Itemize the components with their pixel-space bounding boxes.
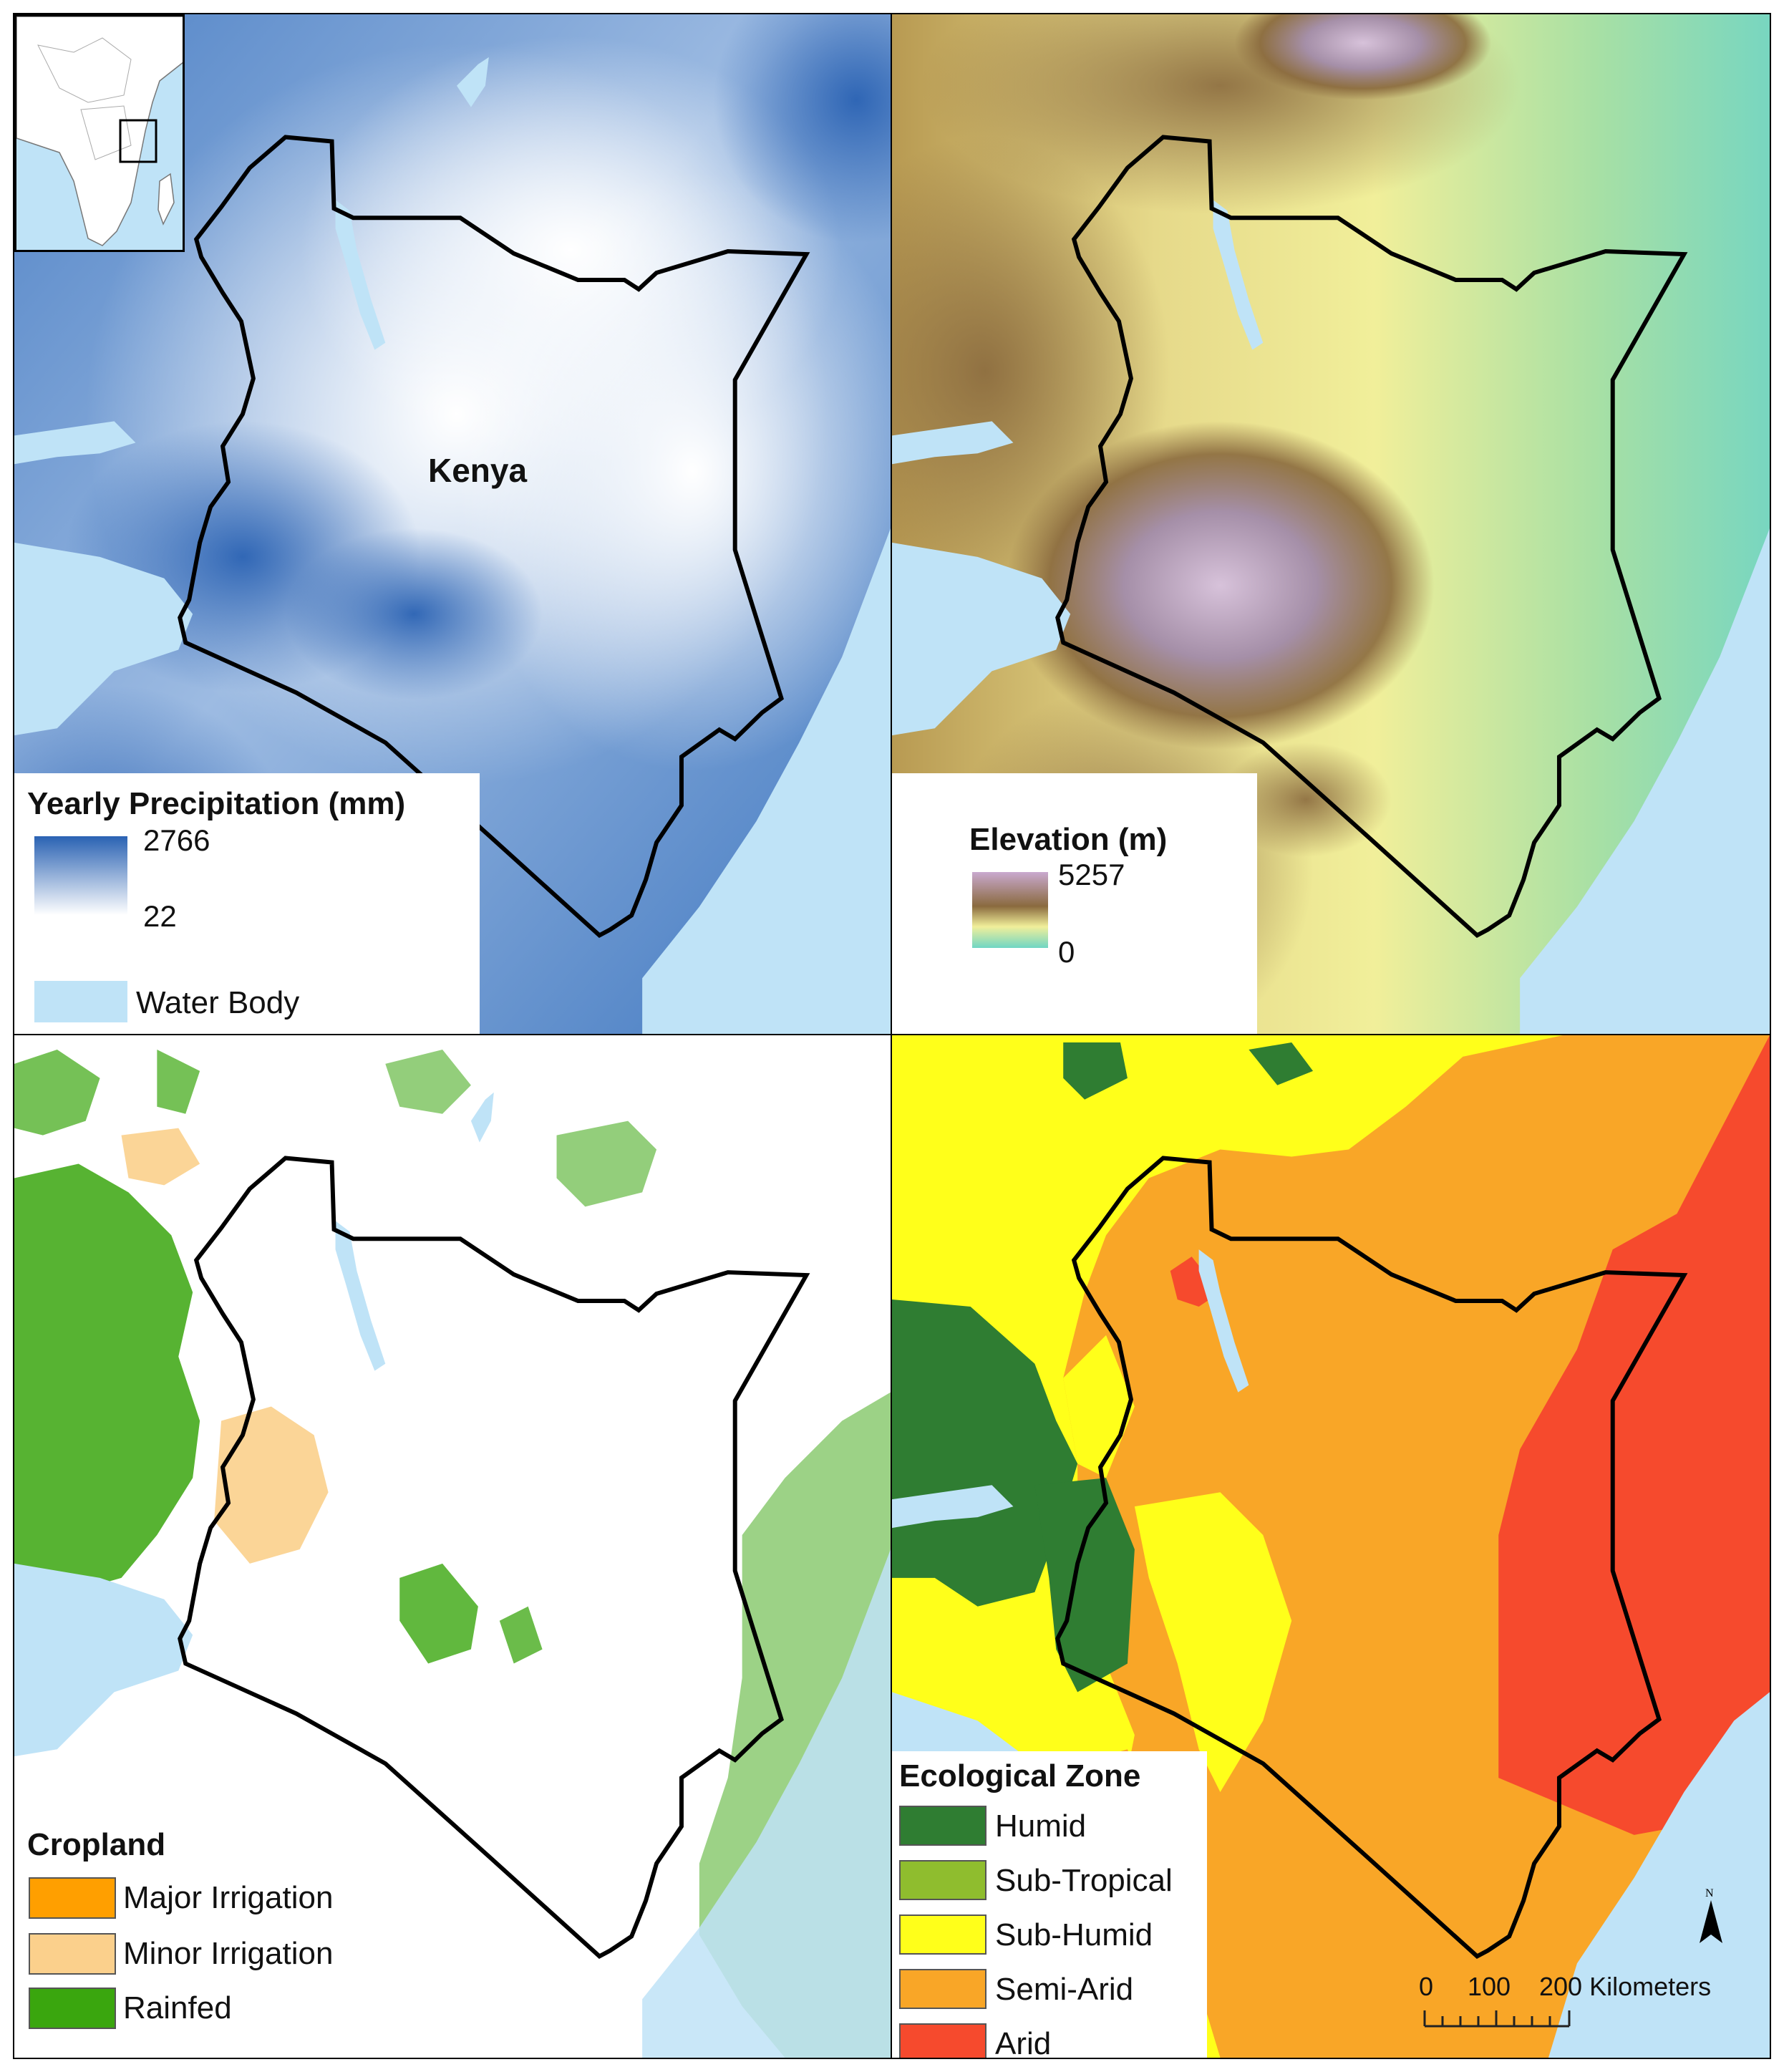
precipitation-legend: Yearly Precipitation (mm) 2766 22 Water … <box>14 773 480 1034</box>
sub-humid-swatch <box>899 1914 986 1955</box>
elevation-legend: Elevation (m) 5257 0 <box>892 773 1257 1034</box>
africa-locator-map <box>16 16 183 250</box>
precipitation-legend-title: Yearly Precipitation (mm) <box>27 786 406 821</box>
rainfed-label: Rainfed <box>123 1990 232 2025</box>
precipitation-map-panel: Kenya Yearly Precipitation (mm) 2766 22 … <box>13 13 892 1035</box>
arid-label: Arid <box>995 2026 1052 2059</box>
precipitation-max-value: 2766 <box>143 823 210 857</box>
cropland-map-panel: Cropland Major Irrigation Minor Irrigati… <box>13 1034 892 2059</box>
humid-swatch <box>899 1806 986 1846</box>
minor-irrigation-label: Minor Irrigation <box>123 1936 334 1971</box>
precipitation-color-ramp <box>34 836 127 915</box>
water-body-label: Water Body <box>136 985 300 1020</box>
scale-label-200-kilometers: 200 Kilometers <box>1539 1972 1712 2001</box>
north-arrow-label: N <box>1705 1887 1714 1899</box>
scale-label-0: 0 <box>1419 1972 1434 2001</box>
major-irrigation-swatch <box>29 1877 116 1919</box>
minor-irrigation-swatch <box>29 1933 116 1975</box>
water-body-swatch <box>34 981 127 1022</box>
elevation-max-value: 5257 <box>1058 858 1125 891</box>
cropland-map <box>14 1035 891 2058</box>
precipitation-min-value: 22 <box>143 899 177 933</box>
kenya-label: Kenya <box>428 452 528 489</box>
major-irrigation-label: Major Irrigation <box>123 1880 334 1915</box>
sub-humid-label: Sub-Humid <box>995 1917 1153 1952</box>
north-arrow: N <box>1697 1887 1725 1945</box>
scale-label-100: 100 <box>1468 1972 1511 2001</box>
elevation-legend-title: Elevation (m) <box>969 822 1168 857</box>
ecological-zone-legend: Ecological Zone Humid Sub-Tropical Sub-H… <box>892 1751 1207 2059</box>
ecological-zone-legend-title: Ecological Zone <box>899 1758 1141 1793</box>
study-area-box <box>119 119 157 163</box>
elevation-color-ramp <box>972 872 1048 948</box>
rainfed-swatch <box>29 1988 116 2029</box>
sub-tropical-swatch <box>899 1860 986 1900</box>
elevation-min-value: 0 <box>1058 935 1075 969</box>
cropland-legend-title: Cropland <box>27 1827 166 1862</box>
ecological-zone-map <box>892 1035 1770 2058</box>
sub-tropical-label: Sub-Tropical <box>995 1863 1173 1898</box>
humid-label: Humid <box>995 1809 1087 1844</box>
scale-bar <box>1423 2010 1571 2028</box>
cropland-legend: Cropland Major Irrigation Minor Irrigati… <box>14 1809 387 2058</box>
semi-arid-label: Semi-Arid <box>995 1972 1134 2007</box>
semi-arid-swatch <box>899 1969 986 2009</box>
north-arrow-icon <box>1700 1900 1722 1943</box>
elevation-map <box>892 14 1770 1034</box>
ecological-zone-map-panel: Ecological Zone Humid Sub-Tropical Sub-H… <box>891 1034 1771 2059</box>
arid-swatch <box>899 2023 986 2058</box>
africa-locator-inset <box>14 14 185 252</box>
elevation-map-panel: Elevation (m) 5257 0 <box>891 13 1771 1035</box>
